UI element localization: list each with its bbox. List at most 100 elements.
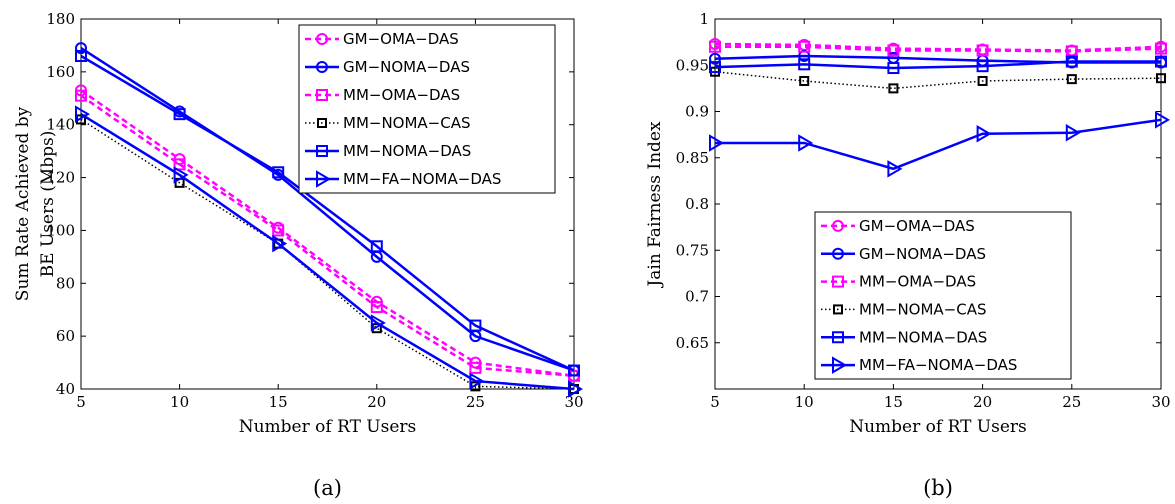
series-line — [714, 60, 1161, 70]
data-point — [75, 105, 90, 123]
x-axis-label: Number of RT Users — [239, 417, 417, 437]
data-point — [976, 44, 989, 57]
data-point — [272, 224, 285, 237]
series-4 — [710, 66, 1166, 94]
y-tick-label: 180 — [46, 10, 75, 28]
data-point — [370, 314, 386, 332]
series-5 — [75, 50, 580, 377]
series-line — [80, 89, 575, 378]
legend-marker — [832, 219, 844, 232]
series-line — [80, 47, 575, 372]
legend-marker — [832, 331, 844, 344]
panel-label: (a) — [313, 476, 342, 500]
data-point — [173, 166, 189, 184]
data-point — [173, 108, 186, 121]
data-point — [173, 158, 186, 171]
data-point — [798, 134, 814, 152]
data-point — [799, 75, 810, 86]
legend-marker — [832, 247, 844, 260]
legend-label: MM−NOMA−CAS — [343, 114, 471, 132]
x-tick-label: 20 — [973, 393, 992, 411]
data-point — [272, 234, 288, 253]
data-point — [887, 62, 900, 75]
data-point — [976, 60, 989, 73]
data-point — [1065, 124, 1081, 142]
series-line — [715, 118, 1162, 171]
series-6 — [75, 105, 583, 398]
legend-label: GM−OMA−DAS — [859, 217, 975, 235]
data-point — [709, 40, 721, 53]
series-line — [714, 70, 1162, 90]
data-point — [370, 301, 383, 314]
chart-panel-1: 5 10 15 20 25 30 40 60 80 100 120 140 160 180 Number o… — [13, 10, 584, 500]
y-tick-label: 0.95 — [676, 56, 709, 74]
x-tick-label: 25 — [1062, 393, 1081, 411]
y-tick-label: 1 — [699, 10, 709, 28]
data-point — [1066, 74, 1077, 85]
legend-marker — [316, 89, 328, 101]
y-axis-label: BE Users (Mbps) — [38, 131, 58, 278]
data-point — [469, 372, 485, 390]
legend-label: MM−FA−NOMA−DAS — [859, 356, 1017, 374]
x-tick-label: 15 — [884, 393, 903, 411]
legend-box — [298, 24, 556, 194]
x-axis-label: Number of RT Users — [849, 417, 1027, 437]
x-tick-label: 30 — [564, 393, 583, 411]
data-point — [469, 361, 482, 374]
y-tick-label: 0.8 — [685, 195, 709, 213]
legend-label: MM−OMA−DAS — [859, 273, 976, 291]
legend-label: MM−NOMA−DAS — [859, 328, 987, 346]
series-line — [715, 45, 1162, 53]
series-line — [80, 54, 575, 372]
data-point — [75, 89, 87, 102]
legend-label: GM−OMA−DAS — [343, 30, 459, 48]
y-tick-label: 0.65 — [676, 334, 709, 352]
legend: GM−OMA−DAS GM−NOMA−DAS MM−OMA−DAS MM−NOMA−C… — [814, 211, 1072, 380]
series-6 — [709, 111, 1170, 178]
data-point — [370, 240, 383, 253]
legend-label: MM−OMA−DAS — [343, 86, 460, 104]
series-5 — [709, 55, 1167, 75]
y-tick-label: 0.7 — [685, 288, 709, 306]
data-point — [1156, 73, 1166, 84]
legend-marker — [316, 61, 328, 73]
y-axis-label: Sum Rate Achieved by — [13, 106, 33, 301]
y-tick-label: 0.85 — [676, 149, 709, 167]
chart-panel-2: 5 10 15 20 25 30 0.65 0.7 0.75 0.8 0.85 0.9 0.95 1 Num… — [645, 10, 1171, 500]
data-point — [1065, 55, 1078, 68]
data-point — [709, 134, 724, 152]
series-line — [80, 94, 575, 378]
data-point — [568, 364, 580, 377]
x-tick-label: 25 — [466, 393, 485, 411]
legend-label: MM−FA−NOMA−DAS — [343, 170, 501, 188]
legend-marker — [317, 118, 327, 128]
data-point — [798, 40, 811, 53]
panel-label: (b) — [923, 476, 953, 500]
y-tick-label: 40 — [56, 380, 75, 398]
data-point — [272, 166, 285, 179]
x-tick-label: 10 — [170, 393, 189, 411]
series-3 — [709, 40, 1167, 58]
legend-label: GM−NOMA−DAS — [343, 58, 470, 76]
data-point — [469, 319, 482, 332]
data-point — [709, 61, 721, 74]
legend: GM−OMA−DAS GM−NOMA−DAS MM−OMA−DAS MM−NOMA−C… — [298, 24, 556, 194]
data-point — [75, 42, 87, 55]
legend-marker — [316, 33, 328, 45]
data-point — [977, 75, 988, 86]
data-point — [1155, 55, 1167, 68]
y-tick-label: 80 — [56, 274, 75, 292]
data-point — [887, 44, 900, 57]
data-point — [888, 83, 899, 94]
x-tick-label: 10 — [795, 393, 814, 411]
data-point — [75, 50, 87, 62]
legend-marker — [832, 275, 844, 288]
y-tick-label: 160 — [46, 63, 75, 81]
data-point — [887, 160, 903, 178]
legend-box — [814, 211, 1072, 380]
legend-marker — [316, 170, 331, 188]
legend-label: MM−NOMA−CAS — [859, 300, 987, 318]
x-tick-label: 15 — [269, 393, 288, 411]
x-tick-label: 20 — [367, 393, 386, 411]
